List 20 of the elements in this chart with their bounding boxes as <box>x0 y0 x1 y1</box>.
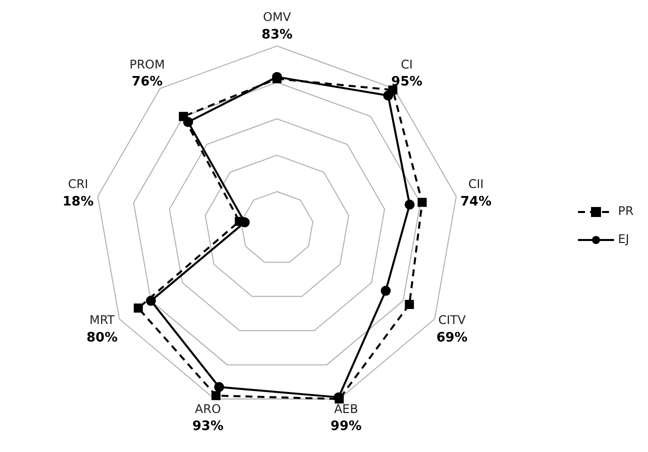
text: 69% <box>436 330 468 346</box>
text: 18% <box>62 194 94 210</box>
spoke-label: CI <box>400 57 413 72</box>
spoke-label: OMV <box>262 10 292 24</box>
spoke-label: AEB <box>334 402 358 416</box>
text: 83% <box>261 27 293 42</box>
spoke-label: CITV <box>438 313 466 328</box>
spoke-label: ARO <box>194 402 221 416</box>
spoke-label: CII <box>468 177 484 192</box>
spoke-label: PROM <box>129 57 165 72</box>
text: 99% <box>330 419 362 434</box>
legend-label: EJ <box>618 232 630 246</box>
text: 93% <box>192 419 224 434</box>
legend-label: PR <box>618 204 634 218</box>
text: 76% <box>132 74 163 90</box>
text: 95% <box>391 74 422 90</box>
spoke-label: MRT <box>89 313 116 328</box>
spoke-label: CRI <box>68 177 88 192</box>
text: 80% <box>86 330 118 346</box>
text: 74% <box>460 194 492 210</box>
